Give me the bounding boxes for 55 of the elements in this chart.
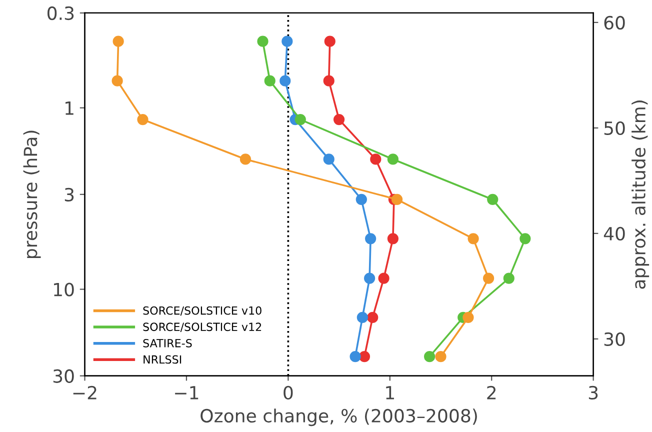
point [391, 194, 403, 206]
point [358, 351, 370, 362]
x-axis-title: Ozone change, % (2003–2008) [200, 408, 477, 426]
legend-label: SORCE/SOLSTICE v10 [143, 306, 262, 316]
point [324, 36, 336, 47]
x-tick-label: 2 [487, 386, 496, 400]
y-tick-label: 1 [66, 102, 74, 115]
point [387, 233, 399, 244]
legend-label: NRLSSI [144, 355, 182, 364]
point [257, 36, 268, 47]
y-tick-label: 30 [53, 369, 74, 383]
point [323, 75, 334, 86]
y-axis-title: pressure (hPa) [23, 130, 41, 258]
y2-tick-label: 60 [604, 16, 625, 30]
point [323, 154, 334, 165]
point [294, 114, 306, 126]
point [112, 36, 124, 47]
point [264, 75, 276, 86]
point [137, 114, 148, 126]
point [435, 351, 446, 362]
point [282, 36, 293, 47]
y2-tick-label: 30 [604, 332, 625, 346]
point [356, 312, 368, 324]
y-tick-label: 10 [54, 282, 74, 296]
y-tick-label: 0.3 [48, 6, 74, 20]
y2-tick-label: 40 [604, 226, 625, 241]
point [378, 272, 390, 284]
point [333, 114, 345, 126]
point [280, 75, 291, 86]
point [364, 272, 376, 284]
legend-label: SATIRE-S [143, 338, 192, 348]
x-tick-label: 1 [386, 386, 394, 400]
point [468, 233, 479, 244]
y2-tick-label: 50 [604, 121, 625, 136]
x-tick-label: 0 [284, 386, 293, 400]
point [240, 154, 252, 165]
point [112, 75, 123, 86]
point [424, 351, 436, 362]
point [387, 154, 399, 165]
point [356, 194, 367, 206]
point [503, 272, 514, 284]
x-tick-label: −1 [175, 386, 198, 400]
point [520, 233, 531, 244]
point [350, 351, 361, 362]
point [367, 312, 378, 324]
point [370, 154, 382, 165]
x-tick-label: 3 [588, 386, 598, 400]
y-tick-label: 3 [64, 188, 74, 202]
point [487, 194, 498, 206]
point [483, 272, 494, 284]
x-tick-label: −2 [73, 386, 96, 400]
point [462, 312, 474, 324]
legend-label: SORCE/SOLSTICE v12 [143, 322, 262, 332]
point [365, 233, 376, 244]
y2-axis-title: approx. altitude (km) [632, 100, 650, 289]
